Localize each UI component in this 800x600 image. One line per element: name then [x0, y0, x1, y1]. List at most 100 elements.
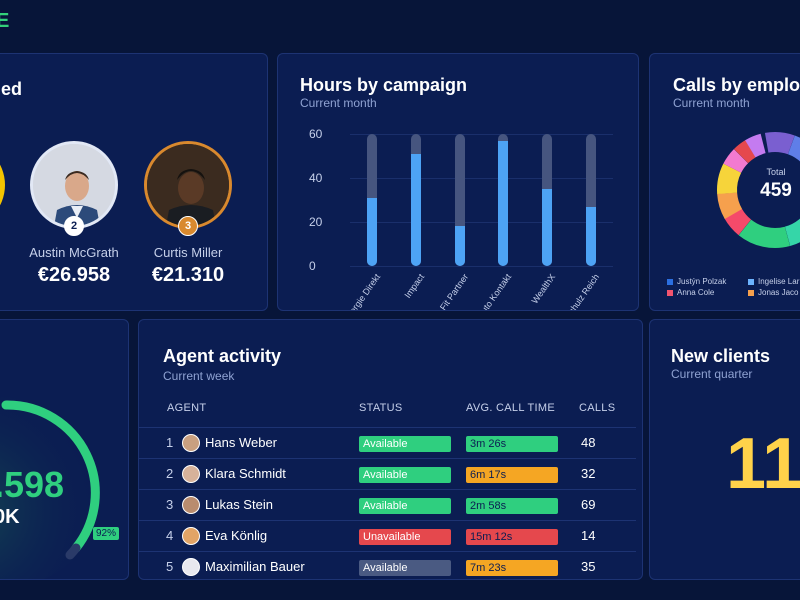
call-time-badge: 6m 17s [466, 467, 558, 483]
donut-total-value: 459 [760, 180, 792, 201]
x-tick-label: Impact [402, 272, 426, 300]
table-row[interactable]: 5 Maximilian Bauer Available 7m 23s 35 [139, 551, 636, 579]
gauge-arc [0, 397, 101, 579]
x-tick-label: Schulz Reich [562, 272, 602, 311]
person-photo-icon [147, 144, 229, 226]
y-tick-label: 0 [309, 259, 316, 273]
gauge-percent-badge: 92% [93, 527, 120, 540]
gauge-target: 0K [0, 506, 20, 528]
status-badge: Available [359, 498, 451, 514]
gridline [350, 134, 613, 135]
rank-badge-3: 3 [178, 216, 198, 236]
legend-label: Jonas Jaco [758, 288, 799, 297]
calls-by-employee-panel: Calls by employ Current month Total 459 … [649, 53, 800, 311]
agent-name: Hans Weber [205, 435, 278, 450]
status-badge: Available [359, 436, 451, 452]
donut-chart [717, 132, 800, 248]
avatar-austin-mcgrath[interactable] [30, 141, 118, 229]
x-tick-label: Auto Kontakt [475, 272, 514, 311]
status-badge: Available [359, 560, 451, 576]
calls-count: 69 [581, 497, 596, 512]
new-clients-subtitle: Current quarter [671, 367, 753, 381]
calls-title: Calls by employ [673, 75, 800, 95]
calls-count: 35 [581, 559, 596, 574]
table-row[interactable]: 1 Hans Weber Available 3m 26s 48 [139, 427, 636, 458]
calls-count: 32 [581, 466, 596, 481]
row-number: 4 [166, 528, 174, 543]
bar [410, 153, 421, 266]
gridline [350, 266, 613, 267]
agent-avatar [182, 527, 200, 545]
legend-item: Ingelise Lar [748, 277, 799, 286]
call-time-badge: 2m 58s [466, 498, 558, 514]
legend-item: Jonas Jaco [748, 288, 798, 297]
legend-label: Ingelise Lar [758, 277, 800, 286]
bar-track[interactable] [542, 134, 553, 266]
gauge-value: .598 [0, 464, 65, 505]
row-number: 5 [166, 559, 174, 574]
row-number: 2 [166, 466, 174, 481]
bar-track[interactable] [366, 134, 377, 266]
x-tick-label: Energie Direkt [341, 272, 383, 311]
legend-swatch [748, 289, 754, 296]
x-tick-label: Fit Partner [437, 272, 470, 311]
legend-label: Anna Cole [677, 288, 715, 297]
legend-swatch [667, 289, 673, 296]
call-time-badge: 7m 23s [466, 560, 558, 576]
call-time-badge: 3m 26s [466, 436, 558, 452]
bar-track[interactable] [410, 134, 421, 266]
leader-name-austin: Austin McGrath [29, 245, 119, 260]
col-header-agent[interactable]: AGENT [167, 402, 207, 414]
hours-by-campaign-panel: Hours by campaign Current month 0 20 40 60 E… [277, 53, 639, 311]
gridline [350, 222, 613, 223]
agent-activity-subtitle: Current week [163, 369, 235, 383]
bar-track[interactable] [586, 134, 597, 266]
avatar-rank-1-fragment[interactable] [0, 141, 5, 229]
col-header-avg-call-time[interactable]: AVG. CALL TIME [466, 402, 555, 414]
revenue-gauge-panel: .598 0K 92% [0, 319, 129, 580]
status-badge: Available [359, 467, 451, 483]
legend-item: Justýn Polzak [667, 277, 726, 286]
agent-name: Eva Könlig [205, 528, 268, 543]
agent-activity-title: Agent activity [163, 346, 282, 366]
agent-name: Klara Schmidt [205, 466, 286, 481]
row-number: 1 [166, 435, 174, 450]
new-clients-panel: New clients Current quarter 11 [649, 319, 800, 580]
x-tick-label: WealthX [529, 272, 558, 306]
col-header-status[interactable]: STATUS [359, 402, 403, 414]
hours-title: Hours by campaign [300, 75, 468, 95]
col-header-calls[interactable]: CALLS [579, 402, 616, 414]
legend-swatch [748, 278, 754, 285]
bar [542, 189, 553, 266]
agent-avatar [182, 558, 200, 576]
legend-swatch [667, 278, 673, 285]
bar [586, 206, 597, 266]
legend-item: Anna Cole [667, 288, 714, 297]
agent-name: Lukas Stein [205, 497, 273, 512]
table-row[interactable]: 2 Klara Schmidt Available 6m 17s 32 [139, 458, 636, 489]
bar-track[interactable] [454, 134, 465, 266]
status-badge: Unavailable [359, 529, 451, 545]
bar [454, 226, 465, 266]
new-clients-title: New clients [671, 346, 771, 366]
table-row[interactable]: 3 Lukas Stein Available 2m 58s 69 [139, 489, 636, 520]
leader-amount-curtis: €21.310 [151, 264, 225, 286]
calls-subtitle: Current month [673, 96, 750, 110]
donut-total-label: Total [766, 167, 786, 177]
leader-name-curtis: Curtis Miller [153, 245, 223, 260]
agent-name: Maximilian Bauer [205, 559, 305, 574]
leader-amount-austin: €26.958 [37, 264, 111, 286]
bar-chart: 0 20 40 60 Energie Direkt Impact Fit Partner Au… [278, 54, 638, 311]
y-tick-label: 60 [309, 127, 323, 141]
agent-avatar [182, 496, 200, 514]
bar [366, 197, 377, 266]
agent-activity-panel: Agent activity Current week AGENT STATUS… [138, 319, 643, 580]
table-row[interactable]: 4 Eva Könlig Unavailable 15m 12s 14 [139, 520, 636, 551]
gridline [350, 178, 613, 179]
hours-subtitle: Current month [300, 96, 377, 110]
calls-count: 48 [581, 435, 596, 450]
y-tick-label: 20 [309, 215, 323, 229]
bar-track[interactable] [498, 134, 509, 266]
row-number: 3 [166, 497, 174, 512]
avatar-curtis-miller[interactable] [144, 141, 232, 229]
